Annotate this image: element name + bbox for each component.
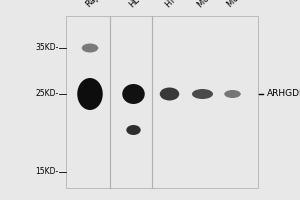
Text: Raji: Raji xyxy=(84,0,101,9)
Ellipse shape xyxy=(192,89,213,99)
Ellipse shape xyxy=(77,78,103,110)
Text: Mouse brain: Mouse brain xyxy=(196,0,239,9)
Bar xyxy=(66,16,258,188)
Text: HT-1080: HT-1080 xyxy=(163,0,194,9)
Text: HL-60: HL-60 xyxy=(127,0,151,9)
Text: 35KD-: 35KD- xyxy=(35,44,58,52)
Ellipse shape xyxy=(122,84,145,104)
Text: Mouse lung: Mouse lung xyxy=(226,0,267,9)
Ellipse shape xyxy=(224,90,241,98)
Text: 15KD-: 15KD- xyxy=(35,168,58,176)
Text: ARHGDIB: ARHGDIB xyxy=(267,90,300,98)
Ellipse shape xyxy=(82,44,98,52)
Ellipse shape xyxy=(126,125,141,135)
Text: 25KD-: 25KD- xyxy=(35,90,58,98)
Ellipse shape xyxy=(160,88,179,100)
